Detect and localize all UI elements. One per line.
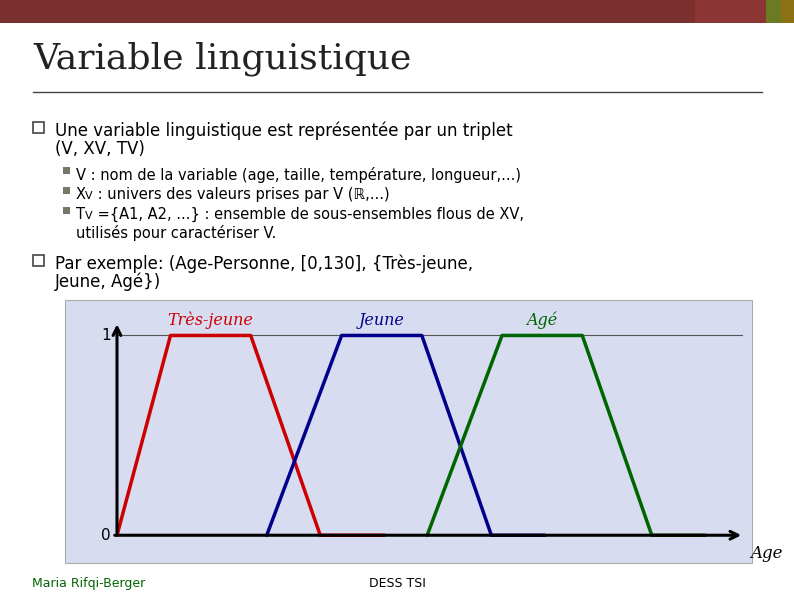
Text: DESS TSI: DESS TSI [368, 577, 426, 590]
Text: V: V [85, 211, 93, 221]
Text: Variable linguistique: Variable linguistique [33, 42, 411, 76]
Text: ={A1, A2, ...} : ensemble de sous-ensembles flous de XV,: ={A1, A2, ...} : ensemble de sous-ensemb… [93, 206, 524, 222]
Text: V : nom de la variable (age, taille, température, longueur,...): V : nom de la variable (age, taille, tem… [76, 167, 521, 183]
Text: V: V [85, 190, 93, 201]
Text: Age: Age [750, 545, 783, 562]
Bar [65, 300, 752, 563]
Bar [63, 206, 70, 214]
Bar [63, 167, 70, 174]
Text: 0: 0 [102, 528, 111, 543]
Text: Par exemple: (Age-Personne, [0,130], {Très-jeune,: Par exemple: (Age-Personne, [0,130], {Tr… [55, 255, 473, 273]
Text: 1: 1 [102, 328, 111, 343]
Text: T: T [76, 206, 85, 221]
Bar [63, 187, 70, 193]
Text: Jeune, Agé}): Jeune, Agé}) [55, 273, 161, 291]
Text: (V, XV, TV): (V, XV, TV) [55, 140, 145, 158]
Text: Jeune: Jeune [359, 312, 405, 330]
Text: : univers des valeurs prises par V (ℝ,...): : univers des valeurs prises par V (ℝ,..… [93, 187, 390, 202]
Bar [766, 0, 781, 23]
Bar [0, 0, 695, 23]
Bar [695, 0, 766, 23]
Bar [33, 255, 44, 265]
Text: Très-jeune: Très-jeune [168, 312, 253, 330]
Bar [781, 0, 794, 23]
Text: Une variable linguistique est représentée par un triplet: Une variable linguistique est représenté… [55, 122, 513, 140]
Bar [33, 122, 44, 133]
Text: utilisés pour caractériser V.: utilisés pour caractériser V. [76, 224, 276, 240]
Text: Agé: Agé [526, 312, 557, 330]
Text: Maria Rifqi-Berger: Maria Rifqi-Berger [32, 577, 145, 590]
Text: X: X [76, 187, 86, 202]
